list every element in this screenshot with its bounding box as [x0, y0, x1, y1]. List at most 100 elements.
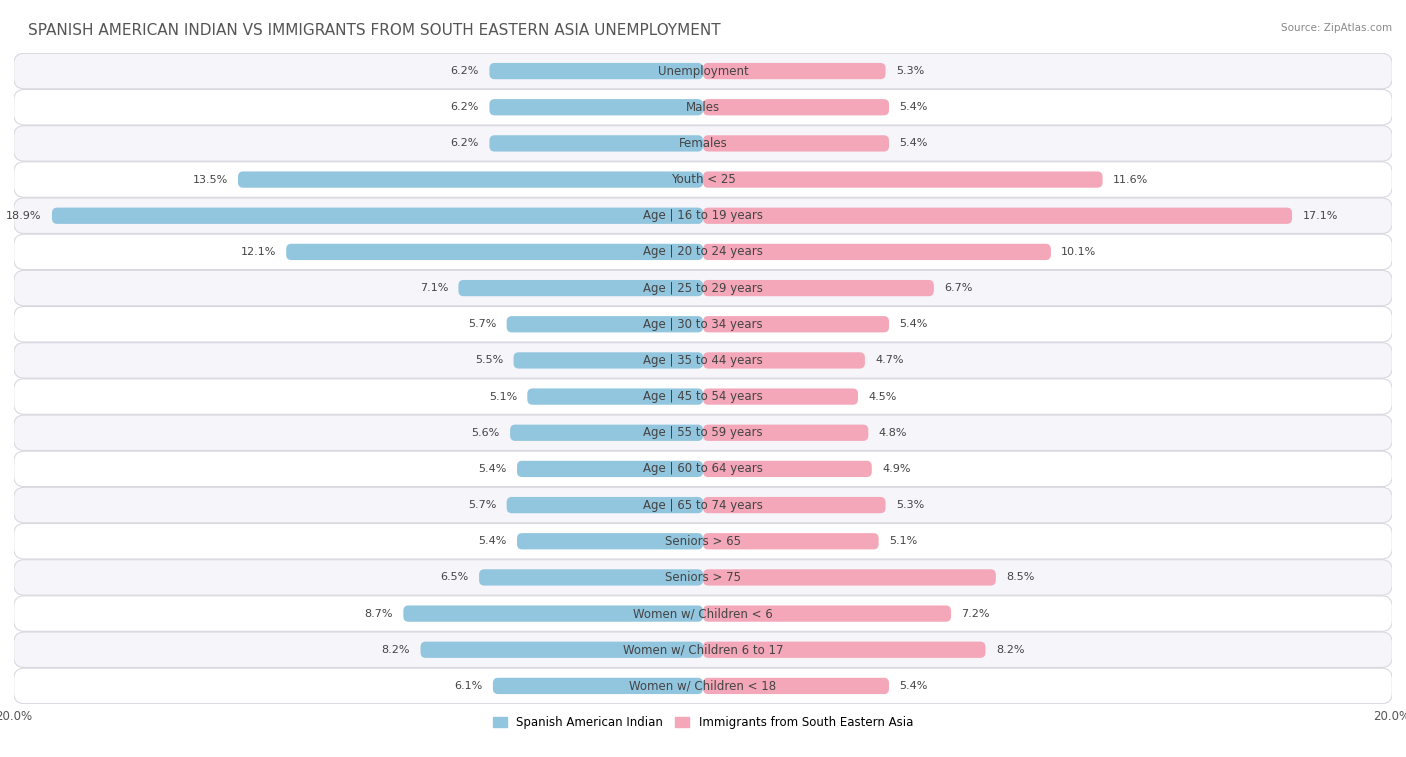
FancyBboxPatch shape [489, 99, 703, 115]
FancyBboxPatch shape [527, 388, 703, 405]
Text: Source: ZipAtlas.com: Source: ZipAtlas.com [1281, 23, 1392, 33]
Text: 6.1%: 6.1% [454, 681, 482, 691]
Text: 8.7%: 8.7% [364, 609, 392, 618]
Text: 10.1%: 10.1% [1062, 247, 1097, 257]
FancyBboxPatch shape [506, 316, 703, 332]
Text: 5.4%: 5.4% [900, 139, 928, 148]
Text: Age | 20 to 24 years: Age | 20 to 24 years [643, 245, 763, 258]
Text: Women w/ Children < 6: Women w/ Children < 6 [633, 607, 773, 620]
FancyBboxPatch shape [14, 378, 1392, 414]
Text: 6.5%: 6.5% [440, 572, 468, 582]
Text: 4.7%: 4.7% [875, 356, 904, 366]
FancyBboxPatch shape [703, 388, 858, 405]
FancyBboxPatch shape [703, 171, 1102, 188]
FancyBboxPatch shape [404, 606, 703, 621]
FancyBboxPatch shape [703, 316, 889, 332]
Text: 7.2%: 7.2% [962, 609, 990, 618]
FancyBboxPatch shape [479, 569, 703, 586]
FancyBboxPatch shape [510, 425, 703, 441]
Text: 5.4%: 5.4% [900, 319, 928, 329]
FancyBboxPatch shape [489, 63, 703, 79]
FancyBboxPatch shape [52, 207, 703, 224]
FancyBboxPatch shape [703, 136, 889, 151]
FancyBboxPatch shape [458, 280, 703, 296]
Text: 6.7%: 6.7% [945, 283, 973, 293]
Text: 8.2%: 8.2% [995, 645, 1025, 655]
Text: Youth < 25: Youth < 25 [671, 173, 735, 186]
FancyBboxPatch shape [506, 497, 703, 513]
FancyBboxPatch shape [14, 234, 1392, 269]
Text: 5.7%: 5.7% [468, 500, 496, 510]
Text: Males: Males [686, 101, 720, 114]
Text: 4.9%: 4.9% [882, 464, 911, 474]
FancyBboxPatch shape [703, 642, 986, 658]
Text: 5.3%: 5.3% [896, 66, 924, 76]
Text: 18.9%: 18.9% [6, 210, 42, 221]
Text: Unemployment: Unemployment [658, 64, 748, 77]
FancyBboxPatch shape [14, 451, 1392, 487]
FancyBboxPatch shape [14, 198, 1392, 233]
FancyBboxPatch shape [14, 307, 1392, 342]
FancyBboxPatch shape [703, 99, 889, 115]
Text: Women w/ Children < 18: Women w/ Children < 18 [630, 680, 776, 693]
Text: Seniors > 75: Seniors > 75 [665, 571, 741, 584]
FancyBboxPatch shape [14, 559, 1392, 595]
FancyBboxPatch shape [14, 488, 1392, 523]
Text: Females: Females [679, 137, 727, 150]
Text: Age | 25 to 29 years: Age | 25 to 29 years [643, 282, 763, 294]
Text: 5.1%: 5.1% [489, 391, 517, 401]
Text: 5.4%: 5.4% [478, 536, 506, 547]
FancyBboxPatch shape [703, 63, 886, 79]
FancyBboxPatch shape [703, 533, 879, 550]
Text: SPANISH AMERICAN INDIAN VS IMMIGRANTS FROM SOUTH EASTERN ASIA UNEMPLOYMENT: SPANISH AMERICAN INDIAN VS IMMIGRANTS FR… [28, 23, 721, 38]
Text: Age | 35 to 44 years: Age | 35 to 44 years [643, 354, 763, 367]
FancyBboxPatch shape [517, 461, 703, 477]
FancyBboxPatch shape [703, 569, 995, 586]
Text: Age | 65 to 74 years: Age | 65 to 74 years [643, 499, 763, 512]
FancyBboxPatch shape [238, 171, 703, 188]
Text: 12.1%: 12.1% [240, 247, 276, 257]
FancyBboxPatch shape [513, 352, 703, 369]
Text: 17.1%: 17.1% [1302, 210, 1337, 221]
FancyBboxPatch shape [703, 352, 865, 369]
Text: 5.1%: 5.1% [889, 536, 917, 547]
FancyBboxPatch shape [703, 280, 934, 296]
Text: 5.3%: 5.3% [896, 500, 924, 510]
Text: 6.2%: 6.2% [451, 66, 479, 76]
Text: 11.6%: 11.6% [1114, 175, 1149, 185]
Text: 5.7%: 5.7% [468, 319, 496, 329]
Legend: Spanish American Indian, Immigrants from South Eastern Asia: Spanish American Indian, Immigrants from… [488, 712, 918, 734]
Text: 4.8%: 4.8% [879, 428, 907, 438]
FancyBboxPatch shape [14, 126, 1392, 161]
Text: 5.4%: 5.4% [900, 681, 928, 691]
FancyBboxPatch shape [703, 425, 869, 441]
FancyBboxPatch shape [420, 642, 703, 658]
FancyBboxPatch shape [703, 497, 886, 513]
FancyBboxPatch shape [14, 89, 1392, 125]
FancyBboxPatch shape [14, 668, 1392, 704]
Text: Seniors > 65: Seniors > 65 [665, 534, 741, 548]
Text: 5.4%: 5.4% [478, 464, 506, 474]
FancyBboxPatch shape [489, 136, 703, 151]
Text: 7.1%: 7.1% [420, 283, 449, 293]
Text: 4.5%: 4.5% [869, 391, 897, 401]
Text: 6.2%: 6.2% [451, 139, 479, 148]
Text: 6.2%: 6.2% [451, 102, 479, 112]
FancyBboxPatch shape [494, 678, 703, 694]
FancyBboxPatch shape [703, 244, 1050, 260]
Text: Age | 30 to 34 years: Age | 30 to 34 years [643, 318, 763, 331]
Text: 8.2%: 8.2% [381, 645, 411, 655]
Text: Women w/ Children 6 to 17: Women w/ Children 6 to 17 [623, 643, 783, 656]
Text: Age | 60 to 64 years: Age | 60 to 64 years [643, 463, 763, 475]
FancyBboxPatch shape [14, 343, 1392, 378]
FancyBboxPatch shape [517, 533, 703, 550]
Text: Age | 45 to 54 years: Age | 45 to 54 years [643, 390, 763, 403]
Text: 5.6%: 5.6% [471, 428, 499, 438]
FancyBboxPatch shape [14, 632, 1392, 668]
Text: 5.4%: 5.4% [900, 102, 928, 112]
FancyBboxPatch shape [14, 270, 1392, 306]
FancyBboxPatch shape [703, 461, 872, 477]
FancyBboxPatch shape [14, 162, 1392, 198]
Text: 8.5%: 8.5% [1007, 572, 1035, 582]
FancyBboxPatch shape [14, 524, 1392, 559]
